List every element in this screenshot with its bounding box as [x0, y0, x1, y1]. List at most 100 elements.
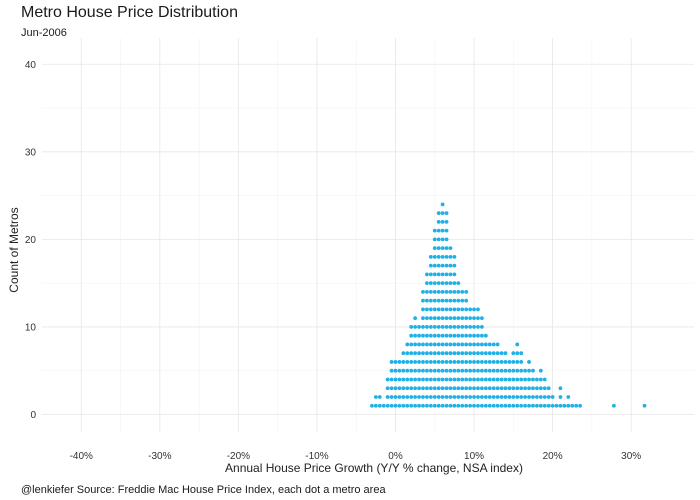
metro-dot	[499, 360, 504, 364]
metro-dot	[507, 360, 512, 364]
metro-dot	[464, 316, 469, 321]
metro-dot	[448, 377, 453, 382]
metro-dot	[538, 368, 543, 373]
metro-dot	[456, 342, 461, 347]
metro-dot	[413, 386, 418, 391]
metro-dot	[452, 298, 457, 303]
metro-dot	[456, 281, 461, 286]
metro-dot	[503, 403, 508, 408]
metro-dot	[495, 386, 500, 391]
metro-dot	[405, 395, 410, 399]
x-axis-ticks: -40% -30% -20% -10% 0% 10% 20% 30%	[70, 451, 642, 462]
metro-dot	[417, 377, 421, 382]
metro-dot	[452, 263, 457, 268]
metro-dot	[397, 368, 402, 373]
metro-dot	[421, 377, 425, 382]
metro-dot	[495, 368, 500, 373]
metro-dot	[456, 403, 461, 408]
metro-dot	[389, 360, 394, 364]
metro-dot	[377, 395, 382, 399]
metro-dot	[409, 395, 414, 399]
metro-dot	[491, 403, 496, 408]
metro-dot	[499, 386, 504, 391]
metro-dot	[523, 368, 528, 373]
x-tick-label: -10%	[305, 451, 328, 462]
metro-dot	[487, 351, 492, 356]
metro-dot	[440, 360, 445, 364]
metro-dot	[519, 403, 524, 408]
metro-dot	[507, 403, 512, 408]
metro-dot	[456, 333, 461, 338]
metro-dot	[393, 368, 398, 373]
metro-dot	[460, 395, 465, 399]
metro-dot	[428, 325, 433, 329]
metro-dot	[452, 403, 457, 408]
metro-dot	[432, 228, 437, 233]
metro-dot	[460, 316, 465, 321]
metro-dot	[428, 386, 433, 391]
metro-dot	[444, 290, 449, 294]
metro-dot	[507, 368, 512, 373]
metro-dot	[452, 360, 457, 364]
metro-dot	[464, 403, 469, 408]
metro-dot	[432, 325, 437, 329]
metro-dot	[480, 386, 484, 391]
metro-dot	[491, 351, 496, 356]
metro-dot	[523, 395, 528, 399]
metro-dot	[554, 403, 559, 408]
metro-dot	[519, 386, 524, 391]
y-tick-label: 30	[25, 147, 37, 158]
metro-dot	[432, 351, 437, 356]
metro-dot	[456, 325, 461, 329]
metro-dot	[460, 386, 465, 391]
metro-dot	[428, 290, 433, 294]
metro-dot	[421, 403, 425, 408]
metro-dot	[464, 368, 469, 373]
metro-dot	[562, 403, 567, 408]
metro-dot	[468, 360, 473, 364]
metro-dot	[405, 368, 410, 373]
metro-dot	[425, 395, 429, 399]
metro-dot	[448, 307, 453, 312]
metro-dot	[432, 254, 437, 259]
metro-dot	[527, 377, 531, 382]
metro-dot	[527, 368, 531, 373]
metro-dot	[417, 386, 421, 391]
metro-dot	[487, 368, 492, 373]
metro-dot	[425, 272, 429, 277]
metro-dot	[464, 307, 469, 312]
metro-dot	[468, 368, 473, 373]
metro-dot	[440, 386, 445, 391]
metro-dot	[440, 263, 445, 268]
x-tick-label: -40%	[70, 451, 93, 462]
metro-dot	[523, 386, 528, 391]
metro-dot	[546, 395, 551, 399]
metro-dot	[444, 360, 449, 364]
metro-dot	[472, 333, 476, 338]
metro-dot	[456, 368, 461, 373]
metro-dot	[428, 333, 433, 338]
metro-dot	[432, 316, 437, 321]
metro-dot	[389, 395, 394, 399]
metro-dot	[413, 342, 418, 347]
metro-dot	[491, 377, 496, 382]
metro-dot	[440, 298, 445, 303]
metro-dot	[393, 395, 398, 399]
metro-dot	[468, 351, 473, 356]
metro-dot	[503, 360, 508, 364]
metro-dot	[444, 298, 449, 303]
metro-dot	[456, 351, 461, 356]
metro-dot	[468, 342, 473, 347]
metro-dot	[440, 333, 445, 338]
metro-dot	[578, 403, 582, 408]
metro-dot	[491, 360, 496, 364]
metro-dot	[409, 360, 414, 364]
metro-dot	[432, 403, 437, 408]
metro-dot	[417, 368, 421, 373]
metro-dot	[440, 228, 445, 233]
metro-dot	[448, 325, 453, 329]
metro-dot	[397, 403, 402, 408]
metro-dot	[472, 307, 476, 312]
metro-dot	[440, 316, 445, 321]
metro-dot	[432, 298, 437, 303]
